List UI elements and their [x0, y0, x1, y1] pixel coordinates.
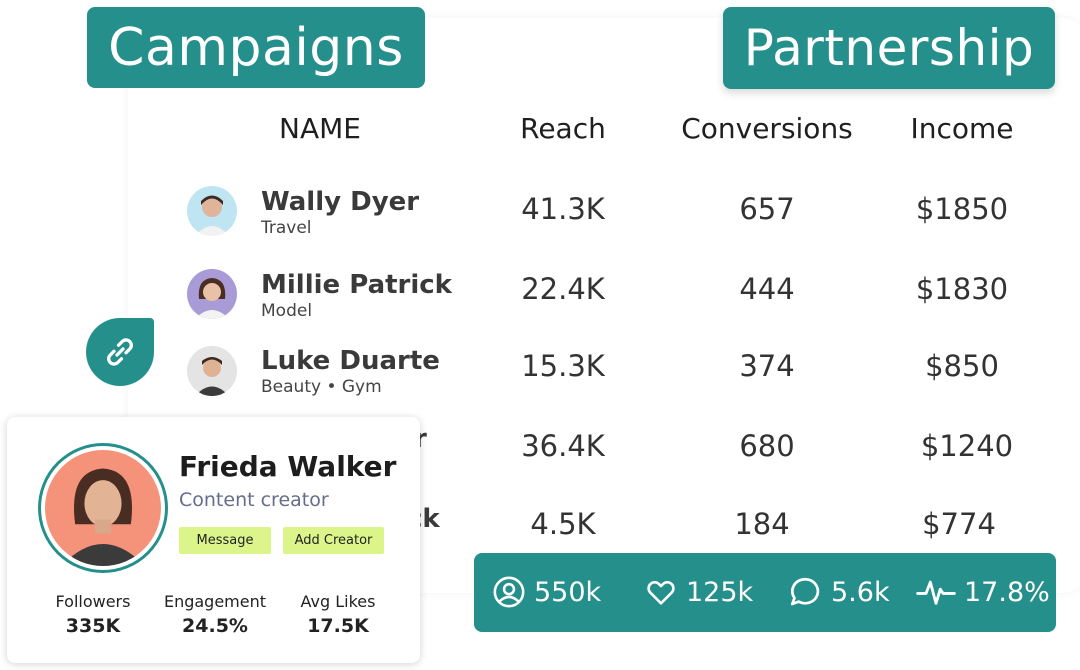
- avg-likes-label: Avg Likes: [300, 592, 376, 611]
- income-value: $1240: [920, 429, 1014, 463]
- income-value: $774: [922, 507, 996, 541]
- summary-likes: 125k: [644, 573, 753, 611]
- activity-pulse-icon: [916, 580, 956, 605]
- header-conversions: Conversions: [681, 112, 853, 145]
- income-value: $1850: [915, 192, 1009, 226]
- heart-icon: [647, 581, 675, 605]
- creator-category: Travel: [261, 218, 312, 238]
- creator-name[interactable]: Millie Patrick: [261, 270, 452, 300]
- profile-role: Content creator: [179, 489, 329, 511]
- reach-value: 15.3K: [521, 349, 605, 383]
- followers-value: 335K: [65, 615, 121, 637]
- creator-profile-card: Frieda Walker Content creator Message Ad…: [7, 417, 420, 663]
- summary-followers: 550k: [492, 573, 601, 611]
- reach-value: 22.4K: [521, 272, 605, 306]
- conversions-value: 444: [739, 272, 795, 306]
- link-button[interactable]: [86, 318, 154, 386]
- summary-engagement-value: 17.8%: [964, 576, 1050, 608]
- income-value: $1830: [915, 272, 1009, 306]
- conversions-value: 680: [739, 429, 795, 463]
- header-name: NAME: [279, 112, 361, 145]
- creator-name[interactable]: Wally Dyer: [261, 187, 420, 217]
- conversions-value: 184: [734, 507, 790, 541]
- partnership-label: Partnership: [723, 7, 1055, 89]
- summary-engagement: 17.8%: [916, 573, 1050, 611]
- link-icon: [107, 338, 133, 366]
- summary-likes-value: 125k: [686, 576, 754, 608]
- creator-category: Beauty • Gym: [261, 377, 382, 397]
- summary-comments-value: 5.6k: [831, 576, 890, 608]
- profile-avatar[interactable]: [38, 443, 168, 573]
- reach-value: 4.5K: [530, 507, 596, 541]
- summary-comments: 5.6k: [787, 573, 890, 611]
- header-reach: Reach: [520, 112, 606, 145]
- profile-name: Frieda Walker: [179, 450, 397, 483]
- message-button[interactable]: Message: [179, 527, 271, 554]
- avg-likes-value: 17.5K: [307, 615, 369, 637]
- engagement-label: Engagement: [163, 592, 267, 611]
- header-income: Income: [910, 112, 1014, 145]
- summary-stats-bar: 550k 125k 5.6k 17.8%: [474, 553, 1056, 632]
- conversions-value: 374: [739, 349, 795, 383]
- creator-category: Model: [261, 301, 313, 321]
- campaigns-label: Campaigns: [87, 7, 425, 88]
- user-circle-icon: [493, 576, 525, 608]
- summary-followers-value: 550k: [534, 576, 602, 608]
- income-value: $850: [925, 349, 999, 383]
- avatar[interactable]: [187, 346, 237, 396]
- conversions-value: 657: [739, 192, 795, 226]
- followers-label: Followers: [55, 592, 131, 611]
- avatar[interactable]: [187, 186, 237, 236]
- reach-value: 36.4K: [521, 429, 605, 463]
- add-creator-button[interactable]: Add Creator: [283, 527, 384, 554]
- reach-value: 41.3K: [521, 192, 605, 226]
- avatar[interactable]: [187, 269, 237, 319]
- engagement-value: 24.5%: [182, 615, 248, 637]
- creator-name[interactable]: Luke Duarte: [261, 346, 440, 376]
- chat-bubble-icon: [790, 577, 820, 606]
